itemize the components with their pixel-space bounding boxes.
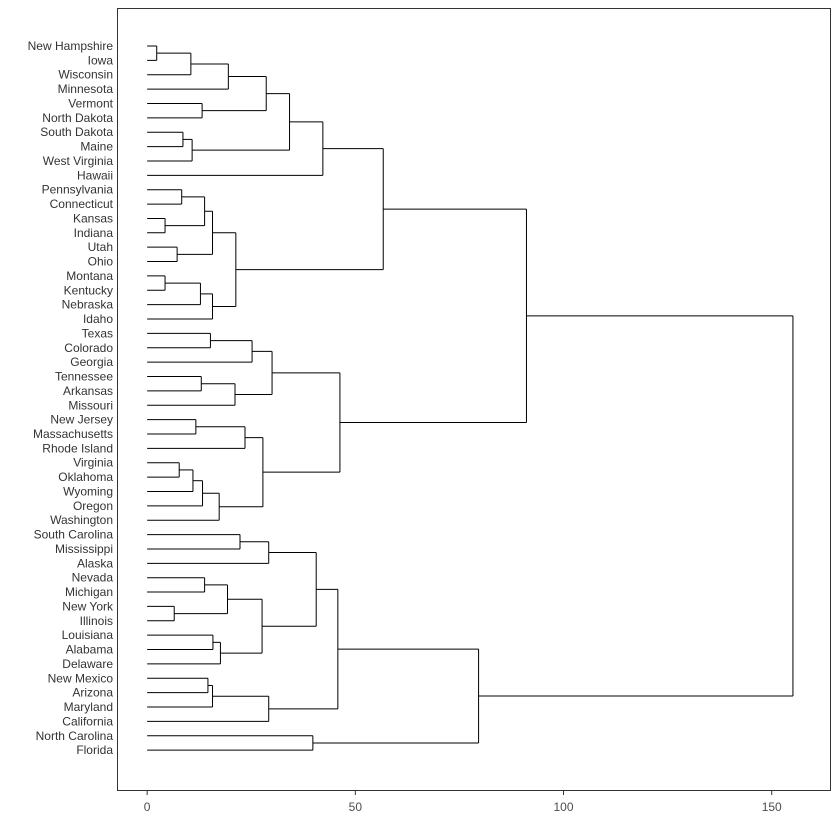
- leaf-label-south-dakota: South Dakota: [40, 125, 113, 139]
- leaf-label-utah: Utah: [88, 240, 113, 254]
- leaf-label-indiana: Indiana: [74, 226, 114, 240]
- leaf-label-nebraska: Nebraska: [62, 298, 114, 312]
- leaf-label-louisiana: Louisiana: [62, 628, 114, 642]
- leaf-label-virginia: Virginia: [73, 456, 113, 470]
- leaf-label-hawaii: Hawaii: [77, 168, 113, 182]
- leaf-label-arkansas: Arkansas: [63, 384, 113, 398]
- leaf-label-north-carolina: North Carolina: [36, 729, 114, 743]
- leaf-label-pennsylvania: Pennsylvania: [42, 183, 114, 197]
- leaf-label-colorado: Colorado: [64, 341, 113, 355]
- leaf-label-west-virginia: West Virginia: [43, 154, 114, 168]
- leaf-label-montana: Montana: [66, 269, 113, 283]
- x-axis: 0 50 100 150: [144, 791, 782, 814]
- leaf-label-south-carolina: South Carolina: [34, 528, 114, 542]
- leaf-labels: New HampshireIowaWisconsinMinnesotaVermo…: [28, 39, 114, 757]
- leaf-label-maine: Maine: [80, 140, 113, 154]
- leaf-label-illinois: Illinois: [80, 614, 113, 628]
- leaf-label-alabama: Alabama: [66, 643, 114, 657]
- leaf-label-iowa: Iowa: [88, 53, 114, 67]
- x-tick-label-0: 0: [144, 800, 151, 814]
- dendrogram-links: [147, 45, 794, 751]
- leaf-label-wisconsin: Wisconsin: [58, 68, 113, 82]
- leaf-label-tennessee: Tennessee: [55, 370, 113, 384]
- leaf-label-kentucky: Kentucky: [64, 283, 113, 297]
- x-tick-label-150: 150: [762, 800, 782, 814]
- leaf-label-new-hampshire: New Hampshire: [28, 39, 114, 53]
- leaf-label-arizona: Arizona: [72, 686, 113, 700]
- x-tick-label-50: 50: [349, 800, 363, 814]
- leaf-label-new-jersey: New Jersey: [50, 413, 113, 427]
- leaf-label-alaska: Alaska: [77, 556, 113, 570]
- leaf-label-mississippi: Mississippi: [55, 542, 113, 556]
- leaf-label-florida: Florida: [76, 743, 113, 757]
- leaf-label-kansas: Kansas: [73, 211, 113, 225]
- leaf-label-oklahoma: Oklahoma: [58, 470, 113, 484]
- leaf-label-missouri: Missouri: [68, 398, 113, 412]
- leaf-label-michigan: Michigan: [65, 585, 113, 599]
- leaf-label-vermont: Vermont: [68, 96, 113, 110]
- leaf-label-north-dakota: North Dakota: [42, 111, 113, 125]
- leaf-label-nevada: Nevada: [72, 571, 114, 585]
- leaf-label-rhode-island: Rhode Island: [42, 441, 113, 455]
- leaf-label-oregon: Oregon: [73, 499, 113, 513]
- leaf-label-california: California: [62, 714, 113, 728]
- leaf-label-maryland: Maryland: [64, 700, 113, 714]
- leaf-label-massachusetts: Massachusetts: [33, 427, 113, 441]
- leaf-label-texas: Texas: [82, 326, 113, 340]
- leaf-label-wyoming: Wyoming: [63, 484, 113, 498]
- leaf-label-washington: Washington: [50, 513, 113, 527]
- leaf-label-idaho: Idaho: [83, 312, 113, 326]
- x-tick-label-100: 100: [554, 800, 574, 814]
- leaf-label-new-mexico: New Mexico: [48, 671, 114, 685]
- leaf-label-minnesota: Minnesota: [58, 82, 114, 96]
- plot-panel-border: [117, 8, 831, 791]
- leaf-label-connecticut: Connecticut: [50, 197, 114, 211]
- leaf-label-georgia: Georgia: [70, 355, 113, 369]
- leaf-label-delaware: Delaware: [62, 657, 113, 671]
- leaf-label-new-york: New York: [62, 599, 114, 613]
- leaf-label-ohio: Ohio: [88, 255, 114, 269]
